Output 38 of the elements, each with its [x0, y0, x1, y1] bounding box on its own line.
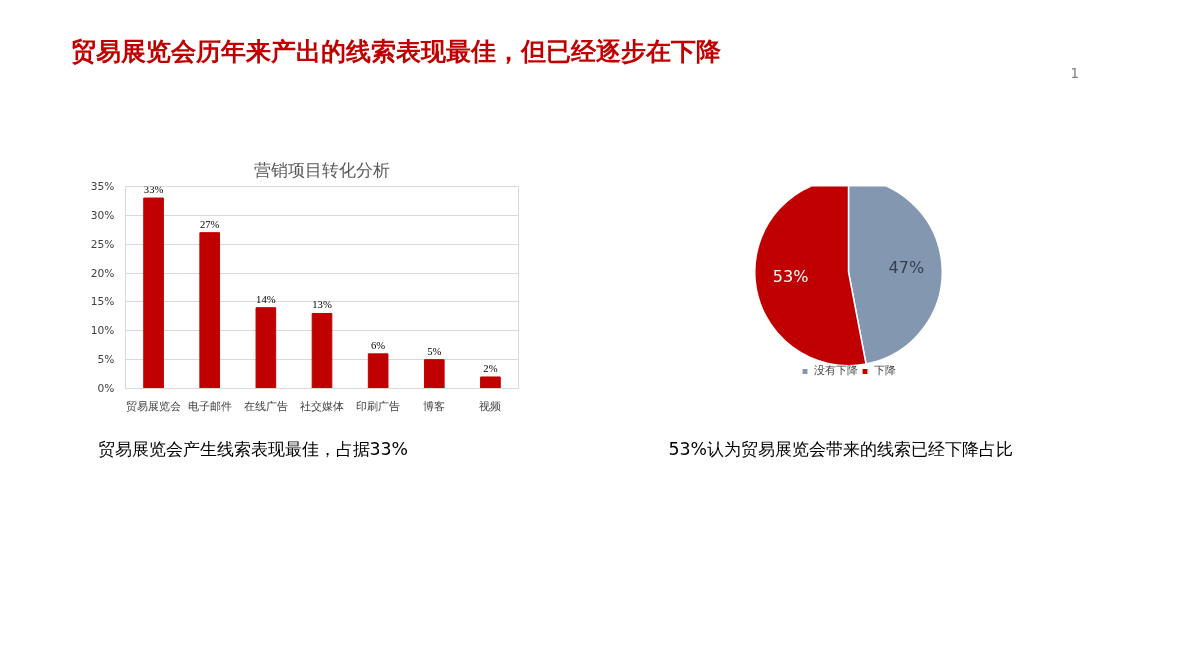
bar [199, 232, 221, 389]
bar [480, 376, 501, 389]
bar [143, 197, 164, 389]
x-tick-label: 印刷广告 [356, 399, 401, 413]
data-label: 13% [312, 299, 332, 311]
bar [367, 353, 389, 389]
text: 贸易展览会历年来产出的线索表现最佳，但已经逐步在下降 [70, 35, 722, 66]
legend-label: 下降 [873, 364, 896, 378]
data-label: 27% [199, 218, 220, 230]
data-label: 53% [772, 266, 809, 286]
data-label: 5% [427, 345, 442, 357]
y-tick-label: 15% [90, 295, 115, 309]
legend-label: 没有下降 [813, 364, 858, 378]
x-tick-label: 在线广告 [243, 399, 288, 413]
x-tick-label: 贸易展览会 [126, 399, 182, 413]
y-tick-label: 5% [97, 353, 115, 367]
x-tick-label: 博客 [423, 399, 446, 413]
text: 53%认为贸易展览会带来的线索已经下降占比 [668, 438, 1014, 459]
chart-title: 营销项目转化分析 [254, 159, 390, 180]
y-tick-label: 25% [90, 237, 115, 251]
y-tick-label: 35% [90, 180, 115, 193]
x-tick-label: 社交媒体 [300, 399, 344, 413]
text: 1 [1070, 65, 1079, 81]
data-label: 2% [483, 362, 498, 374]
bar [423, 359, 445, 389]
y-tick-label: 20% [90, 266, 115, 280]
data-label: 6% [371, 339, 386, 351]
y-tick-label: 0% [97, 382, 115, 395]
y-tick-label: 30% [90, 208, 115, 222]
data-label: 47% [888, 257, 925, 277]
bar [311, 312, 333, 389]
data-label: 14% [256, 293, 276, 305]
bar [255, 307, 277, 389]
data-label: 33% [143, 184, 164, 196]
text: 贸易展览会产生线索表现最佳，占据33% [97, 438, 409, 459]
x-tick-label: 电子邮件 [187, 399, 232, 413]
y-tick-label: 10% [90, 324, 115, 338]
x-tick-label: 视频 [479, 399, 502, 413]
